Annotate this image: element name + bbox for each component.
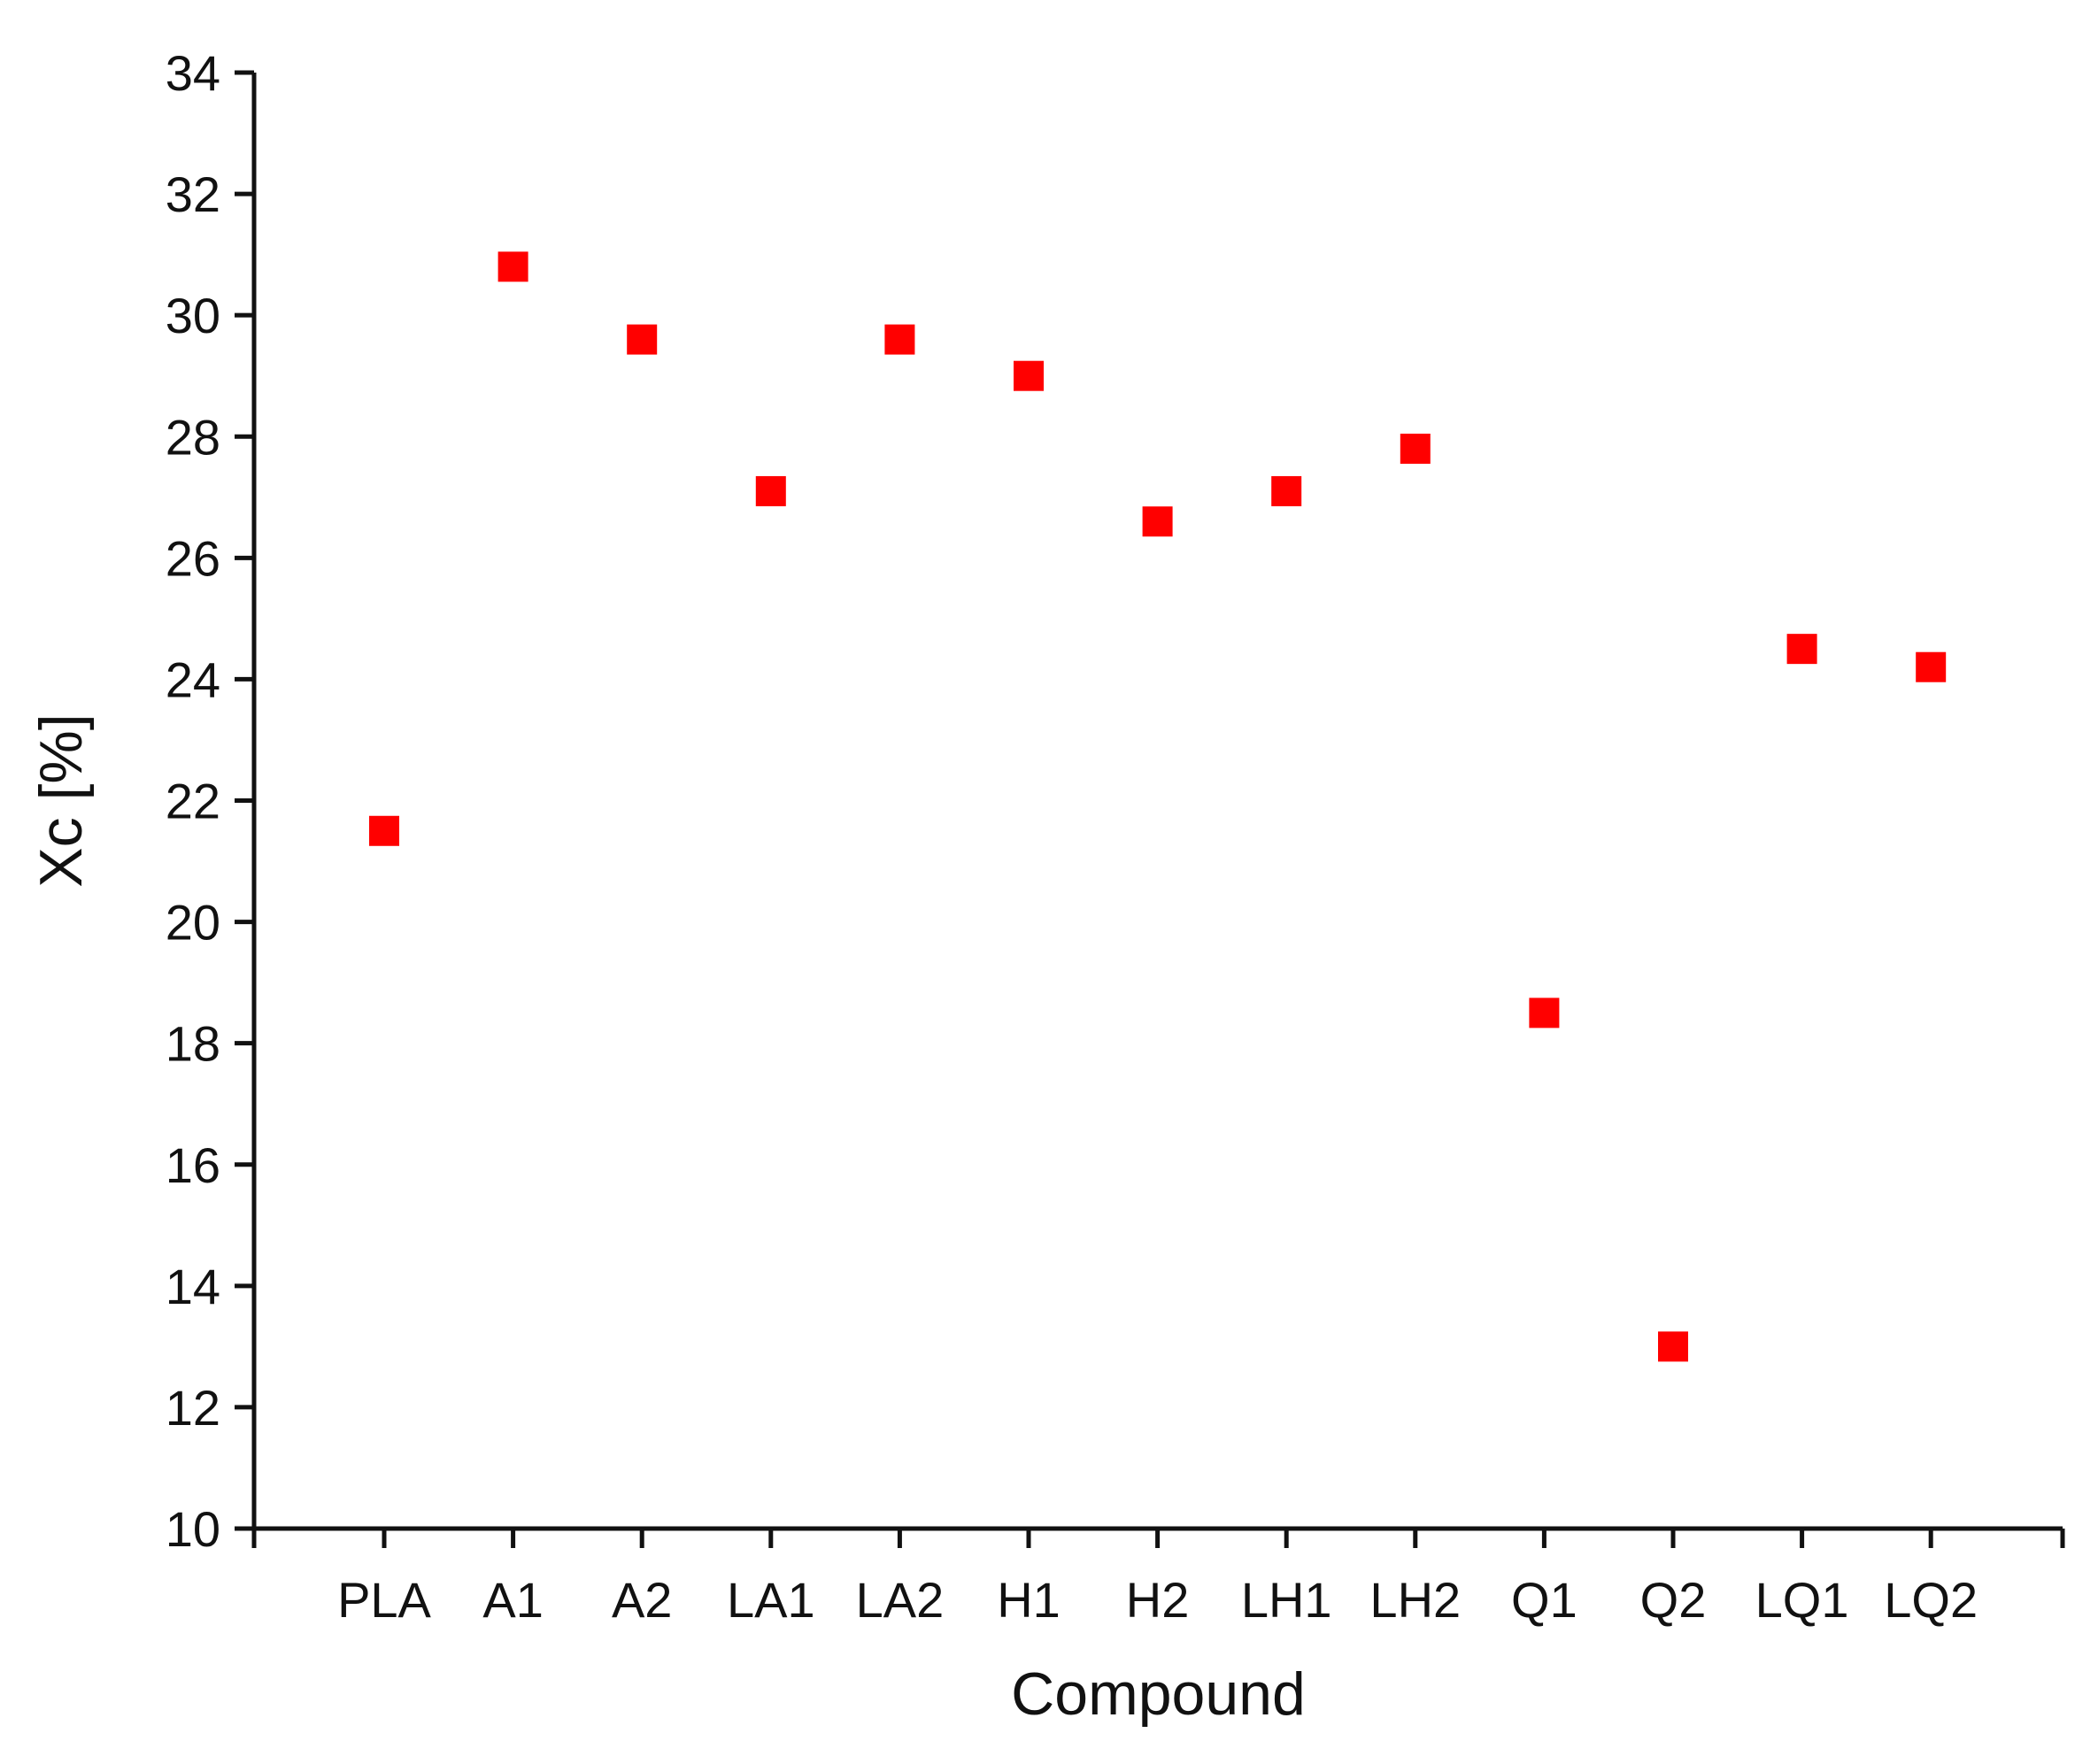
data-point [498, 251, 528, 282]
x-tick-label: A1 [482, 1572, 544, 1628]
x-tick-label: Q1 [1511, 1572, 1577, 1628]
y-tick-label: 24 [166, 651, 220, 707]
data-point [1271, 475, 1302, 506]
x-tick-label: LH2 [1369, 1572, 1461, 1628]
data-point [755, 475, 786, 506]
y-tick-label: 26 [166, 530, 220, 586]
y-tick-label: 28 [166, 409, 220, 465]
y-tick-label: 32 [166, 166, 220, 222]
data-point [1014, 360, 1044, 391]
y-tick-label: 34 [166, 45, 220, 101]
x-tick-label: H1 [997, 1572, 1061, 1628]
x-tick-label: A2 [612, 1572, 673, 1628]
x-tick-label: LA1 [727, 1572, 815, 1628]
data-point [1658, 1331, 1688, 1362]
y-tick-label: 18 [166, 1016, 220, 1072]
y-tick-label: 30 [166, 288, 220, 343]
y-tick-label: 12 [166, 1380, 220, 1436]
data-point [884, 324, 915, 355]
y-tick-label: 20 [166, 895, 220, 951]
x-tick-label: LQ2 [1884, 1572, 1978, 1628]
x-tick-label: LQ1 [1755, 1572, 1849, 1628]
y-axis-ticks: 10 12 14 16 18 20 22 24 26 28 30 32 34 [166, 45, 254, 1557]
data-point [1916, 651, 1947, 682]
data-point [1529, 998, 1560, 1028]
data-point [369, 815, 399, 846]
y-axis-title: Xc [%] [27, 713, 95, 888]
x-tick-label: H2 [1126, 1572, 1190, 1628]
x-axis-ticks: PLA A1 A2 LA1 LA2 H1 H2 LH1 LH2 Q1 Q2 LQ1 LQ2 [251, 1529, 2065, 1628]
x-tick-label: PLA [337, 1572, 431, 1628]
x-tick-label: LH1 [1241, 1572, 1332, 1628]
y-tick-label: 16 [166, 1137, 220, 1193]
data-point [1400, 433, 1431, 464]
plot-area: 10 12 14 16 18 20 22 24 26 28 30 32 34 PLA A1 A2 LA1 LA2… [166, 45, 2065, 1628]
x-tick-label: Q2 [1640, 1572, 1707, 1628]
x-axis-title: Compound [1011, 1660, 1306, 1728]
data-point [1142, 506, 1173, 537]
y-tick-label: 22 [166, 774, 220, 829]
data-points [369, 251, 1947, 1362]
data-point [627, 324, 658, 355]
y-tick-label: 14 [166, 1259, 220, 1314]
data-point [1786, 634, 1817, 665]
y-tick-label: 10 [166, 1501, 220, 1557]
x-tick-label: LA2 [856, 1572, 945, 1628]
